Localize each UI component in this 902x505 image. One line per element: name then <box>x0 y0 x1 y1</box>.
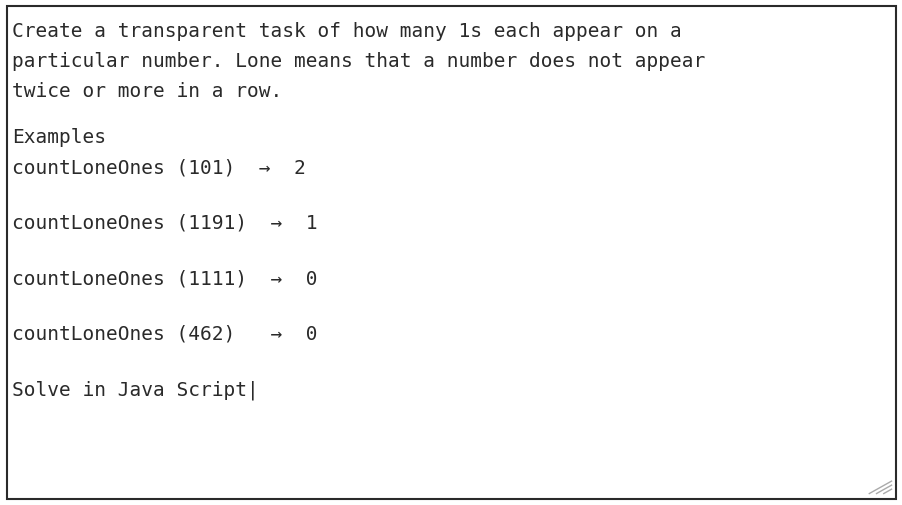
Text: countLoneOnes (462)   →  0: countLoneOnes (462) → 0 <box>12 325 317 344</box>
Text: countLoneOnes (101)  →  2: countLoneOnes (101) → 2 <box>12 158 305 177</box>
Text: countLoneOnes (1111)  →  0: countLoneOnes (1111) → 0 <box>12 269 317 288</box>
Text: particular number. Lone means that a number does not appear: particular number. Lone means that a num… <box>12 52 704 71</box>
FancyBboxPatch shape <box>7 6 895 499</box>
Text: Create a transparent task of how many 1s each appear on a: Create a transparent task of how many 1s… <box>12 22 681 41</box>
Text: twice or more in a row.: twice or more in a row. <box>12 82 281 102</box>
Text: countLoneOnes (1191)  →  1: countLoneOnes (1191) → 1 <box>12 214 317 233</box>
Text: Examples: Examples <box>12 128 106 147</box>
Text: Solve in Java Script|: Solve in Java Script| <box>12 380 258 399</box>
